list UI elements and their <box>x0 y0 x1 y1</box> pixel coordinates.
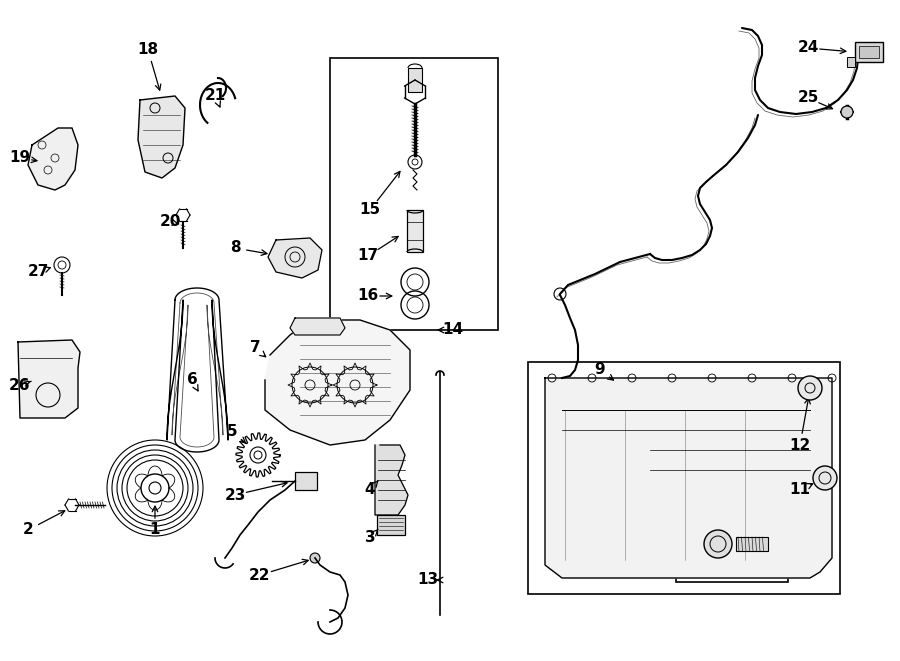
Text: 23: 23 <box>224 488 246 502</box>
Polygon shape <box>545 378 832 578</box>
Bar <box>855 42 883 62</box>
Text: 27: 27 <box>27 264 49 280</box>
Polygon shape <box>290 318 345 335</box>
Circle shape <box>798 376 822 400</box>
Bar <box>377 515 405 535</box>
Circle shape <box>704 530 732 558</box>
Polygon shape <box>138 96 185 178</box>
Text: 14: 14 <box>443 323 464 338</box>
Text: 25: 25 <box>797 91 819 106</box>
Text: 26: 26 <box>9 377 31 393</box>
Text: 16: 16 <box>357 288 379 303</box>
Polygon shape <box>28 128 78 190</box>
Text: 18: 18 <box>138 42 158 58</box>
Bar <box>736 537 768 551</box>
Text: 2: 2 <box>22 522 33 537</box>
Text: 24: 24 <box>797 40 819 56</box>
Bar <box>408 68 422 92</box>
Text: 12: 12 <box>789 438 811 453</box>
Circle shape <box>310 553 320 563</box>
Text: 8: 8 <box>230 241 240 256</box>
Circle shape <box>841 106 853 118</box>
Text: 4: 4 <box>364 483 375 498</box>
Text: 22: 22 <box>249 568 271 582</box>
Text: 20: 20 <box>159 215 181 229</box>
Text: 9: 9 <box>595 362 606 377</box>
Text: 17: 17 <box>357 249 379 264</box>
Polygon shape <box>375 445 408 515</box>
Text: 21: 21 <box>204 87 226 102</box>
Bar <box>676 506 788 582</box>
Text: 19: 19 <box>9 151 31 165</box>
Text: 11: 11 <box>789 483 811 498</box>
Bar <box>330 58 498 330</box>
Text: 3: 3 <box>364 531 375 545</box>
Text: 15: 15 <box>359 202 381 217</box>
Polygon shape <box>18 340 80 418</box>
Text: 13: 13 <box>418 572 438 588</box>
Text: 5: 5 <box>227 424 238 440</box>
Bar <box>407 210 423 252</box>
Text: 1: 1 <box>149 522 160 537</box>
Bar <box>847 57 855 67</box>
Text: 6: 6 <box>186 373 197 387</box>
Bar <box>295 472 317 490</box>
Bar <box>528 362 840 594</box>
Text: 7: 7 <box>249 340 260 356</box>
Circle shape <box>813 466 837 490</box>
Polygon shape <box>268 238 322 278</box>
Polygon shape <box>265 320 410 445</box>
Text: 10: 10 <box>705 541 725 555</box>
Bar <box>859 46 879 58</box>
